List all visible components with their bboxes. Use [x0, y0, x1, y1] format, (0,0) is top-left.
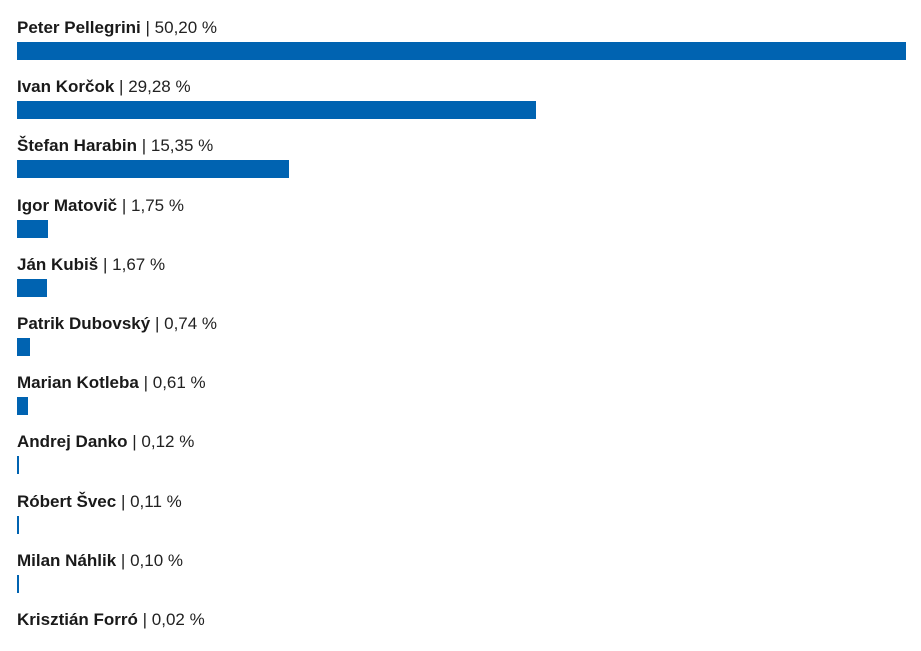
label-separator: |	[132, 432, 137, 451]
candidate-name: Róbert Švec	[17, 492, 117, 511]
candidate-name: Igor Matovič	[17, 196, 118, 215]
label-separator: |	[102, 255, 108, 274]
label-separator: |	[142, 610, 148, 629]
candidate-name: Štefan Harabin	[17, 136, 137, 155]
data-label: 0,61 %	[152, 373, 206, 392]
bar-row: Peter Pellegrini | 50,20 %	[17, 0, 906, 60]
label-separator: |	[120, 551, 126, 570]
candidate-name: Ján Kubiš	[17, 255, 99, 274]
data-label: 0,10 %	[130, 551, 184, 570]
data-label: 0,11 %	[130, 492, 182, 511]
bar	[17, 575, 19, 593]
bar-label: Peter Pellegrini | 50,20 %	[17, 17, 217, 39]
bar-label: Marian Kotleba | 0,61 %	[17, 372, 206, 394]
bar-row: Róbert Švec | 0,11 %	[17, 474, 906, 534]
bar	[17, 279, 47, 297]
bar	[17, 42, 906, 60]
bar-label: Milan Náhlik | 0,10 %	[17, 550, 183, 572]
data-label: 0,74 %	[164, 314, 218, 333]
bar	[17, 397, 28, 415]
bar-row: Igor Matovič | 1,75 %	[17, 178, 906, 238]
bar-row: Patrik Dubovský | 0,74 %	[17, 296, 906, 356]
label-separator: |	[120, 492, 126, 511]
bar-chart: Peter Pellegrini | 50,20 % Ivan Korčok | …	[17, 0, 906, 649]
bar-label: Štefan Harabin | 15,35 %	[17, 135, 213, 157]
data-label: 0,12 %	[141, 432, 195, 451]
label-separator: |	[119, 77, 124, 96]
data-label: 1,75 %	[131, 196, 184, 215]
label-separator: |	[145, 18, 150, 37]
bar-label: Igor Matovič | 1,75 %	[17, 195, 184, 217]
bar	[17, 516, 19, 534]
candidate-name: Milan Náhlik	[17, 551, 117, 570]
data-label: 50,20 %	[154, 18, 218, 37]
bar	[17, 220, 48, 238]
candidate-name: Andrej Danko	[17, 432, 128, 451]
candidate-name: Marian Kotleba	[17, 373, 139, 392]
candidate-name: Peter Pellegrini	[17, 18, 141, 37]
candidate-name: Ivan Korčok	[17, 77, 115, 96]
label-separator: |	[143, 373, 149, 392]
bar-row: Ján Kubiš | 1,67 %	[17, 237, 906, 297]
bar-row: Krisztián Forró | 0,02 %	[17, 592, 906, 651]
bar	[17, 101, 536, 119]
bar	[17, 338, 30, 356]
data-label: 15,35 %	[150, 136, 214, 155]
bar-label: Krisztián Forró | 0,02 %	[17, 609, 205, 631]
data-label: 1,67 %	[112, 255, 166, 274]
candidate-name: Patrik Dubovský	[17, 314, 151, 333]
data-label: 0,02 %	[151, 610, 205, 629]
label-separator: |	[154, 314, 160, 333]
bar-label: Ján Kubiš | 1,67 %	[17, 254, 165, 276]
bar	[17, 160, 289, 178]
bar-row: Štefan Harabin | 15,35 %	[17, 118, 906, 178]
label-separator: |	[141, 136, 147, 155]
bar-label: Róbert Švec | 0,11 %	[17, 491, 182, 513]
bar-row: Marian Kotleba | 0,61 %	[17, 355, 906, 415]
bar-row: Andrej Danko | 0,12 %	[17, 414, 906, 474]
bar-label: Andrej Danko | 0,12 %	[17, 431, 194, 453]
data-label: 29,28 %	[128, 77, 191, 96]
label-separator: |	[121, 196, 127, 215]
bar-row: Ivan Korčok | 29,28 %	[17, 59, 906, 119]
bar-label: Patrik Dubovský | 0,74 %	[17, 313, 217, 335]
bar	[17, 456, 19, 474]
bar-label: Ivan Korčok | 29,28 %	[17, 76, 191, 98]
candidate-name: Krisztián Forró	[17, 610, 138, 629]
bar-row: Milan Náhlik | 0,10 %	[17, 533, 906, 593]
